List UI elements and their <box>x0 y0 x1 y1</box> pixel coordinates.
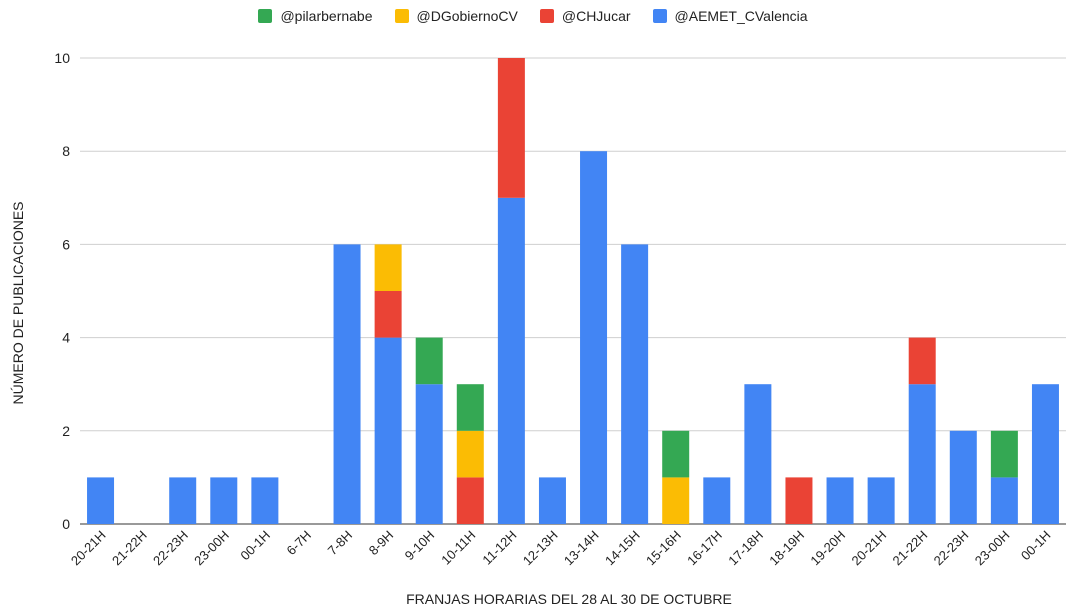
x-tick-label: 23-00H <box>972 528 1013 569</box>
x-tick-label: 17-18H <box>725 528 766 569</box>
x-tick-label: 10-11H <box>438 528 478 568</box>
bar-segment <box>1031 384 1059 524</box>
x-tick-label: 18-19H <box>766 528 807 569</box>
legend-label: @pilarbernabe <box>280 8 373 24</box>
x-tick-label: 00-1H <box>1018 528 1054 564</box>
legend-item: @CHJucar <box>539 8 631 24</box>
x-tick-label: 21-22H <box>890 528 931 569</box>
bar-segment <box>374 244 402 291</box>
bar-segment <box>538 477 566 524</box>
legend-swatch <box>258 9 273 23</box>
bar-segment <box>949 430 977 524</box>
bar-segment <box>826 477 854 524</box>
bar-segment <box>169 477 197 524</box>
x-tick-label: 19-20H <box>807 528 848 569</box>
y-tick-label: 4 <box>62 330 70 346</box>
x-tick-label: 20-21H <box>848 528 889 569</box>
x-tick-label: 11-12H <box>479 528 519 568</box>
bar-segment <box>374 337 402 524</box>
x-tick-label: 7-8H <box>325 528 356 559</box>
bar-segment <box>87 477 115 524</box>
bar-segment <box>908 337 936 385</box>
x-tick-label: 13-14H <box>561 528 602 569</box>
x-tick-label: 14-15H <box>602 528 643 569</box>
legend-item: @pilarbernabe <box>258 8 373 24</box>
legend-item: @AEMET_CValencia <box>652 8 808 24</box>
y-tick-label: 10 <box>54 50 70 66</box>
bar-segment <box>621 244 649 524</box>
bar-segment <box>415 337 443 385</box>
bar-segment <box>415 384 443 524</box>
y-tick-label: 0 <box>62 516 70 532</box>
bar-segment <box>990 477 1018 524</box>
x-tick-label: 6-7H <box>284 528 315 559</box>
bar-segment <box>990 430 1018 478</box>
bar-segment <box>456 384 484 431</box>
legend-swatch <box>652 9 667 23</box>
bar-segment <box>210 477 238 524</box>
bar-segment <box>456 477 484 524</box>
bar-segment <box>333 244 361 524</box>
bar-segment <box>785 477 813 524</box>
y-tick-label: 2 <box>62 423 70 439</box>
y-axis-title: NÚMERO DE PUBLICACIONES <box>10 201 26 404</box>
bar-segment <box>456 430 484 478</box>
x-tick-label: 22-23H <box>150 528 191 569</box>
legend-label: @DGobiernoCV <box>416 8 518 24</box>
legend: @pilarbernabe @DGobiernoCV @CHJucar @AEMET_… <box>0 8 1066 24</box>
legend-label: @AEMET_CValencia <box>674 8 808 24</box>
y-tick-label: 8 <box>62 143 70 159</box>
x-tick-label: 8-9H <box>366 528 397 559</box>
bar-segment <box>744 384 772 524</box>
y-tick-label: 6 <box>62 236 70 252</box>
x-tick-label: 16-17H <box>684 528 725 569</box>
bar-segment <box>497 58 525 198</box>
bar-segment <box>662 477 690 524</box>
bar-segment <box>703 477 731 524</box>
bar-segment <box>497 197 525 525</box>
x-tick-label: 15-16H <box>643 528 684 569</box>
x-tick-label: 20-21H <box>68 528 109 569</box>
x-tick-label: 12-13H <box>520 528 561 569</box>
x-tick-label: 00-1H <box>237 528 273 564</box>
x-tick-label: 21-22H <box>109 528 150 569</box>
bar-segment <box>374 291 402 338</box>
legend-item: @DGobiernoCV <box>394 8 518 24</box>
bar-segment <box>867 477 895 524</box>
bar-segment <box>251 477 279 524</box>
bar-segment <box>662 430 690 478</box>
legend-swatch <box>394 9 409 23</box>
x-tick-label: 9-10H <box>402 528 438 564</box>
x-axis-title: FRANJAS HORARIAS DEL 28 AL 30 DE OCTUBRE <box>406 591 732 607</box>
x-tick-label: 22-23H <box>931 528 972 569</box>
legend-swatch <box>539 9 554 23</box>
legend-label: @CHJucar <box>561 8 631 24</box>
bar-segment <box>580 151 608 524</box>
x-tick-label: 23-00H <box>191 528 232 569</box>
bar-segment <box>908 384 936 524</box>
